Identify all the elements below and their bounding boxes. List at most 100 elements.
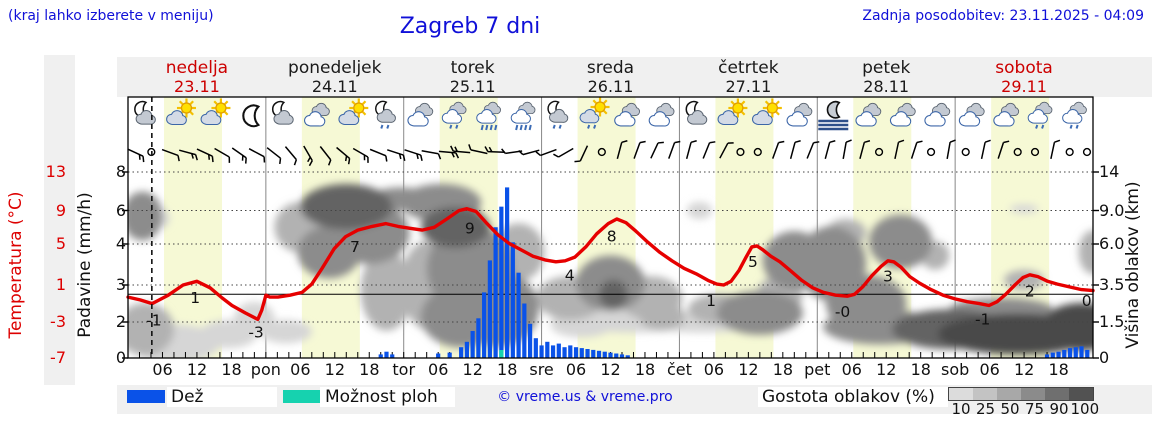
day-name: ponedeljek bbox=[288, 58, 382, 78]
weather-icon-clouds bbox=[889, 102, 916, 127]
hour-label: 12 bbox=[738, 360, 759, 379]
hour-label: 06 bbox=[152, 360, 173, 379]
temperature-point-label: 9 bbox=[465, 219, 475, 237]
rain-bar bbox=[476, 318, 481, 358]
rain-bar bbox=[384, 351, 389, 358]
day-abbrev-label: pon bbox=[250, 360, 281, 379]
wind-barb-icon bbox=[859, 140, 871, 159]
wind-barb-icon bbox=[772, 140, 785, 159]
wind-barb-icon bbox=[196, 148, 214, 163]
weather-icon-sun-cloud bbox=[166, 98, 196, 126]
hour-label: 18 bbox=[772, 360, 794, 379]
day-date: 26.11 bbox=[587, 77, 634, 96]
wind-calm-icon bbox=[1065, 147, 1074, 157]
wind-calm-icon bbox=[753, 147, 762, 157]
wind-barb-icon bbox=[824, 140, 836, 159]
hour-label: 06 bbox=[290, 360, 311, 379]
day-abbrev-label: sre bbox=[529, 360, 554, 379]
weather-icon-clouds bbox=[614, 102, 641, 127]
hour-label: 06 bbox=[979, 360, 1000, 379]
weather-icon-moon-fog bbox=[818, 100, 849, 131]
wind-barb-icon bbox=[319, 146, 332, 166]
wind-barb-icon bbox=[484, 146, 505, 153]
precip-tick-label: 2 bbox=[115, 312, 126, 331]
wind-barb-icon bbox=[574, 145, 589, 163]
temperature-point-label: 5 bbox=[748, 253, 758, 271]
precip-tick-label: 6 bbox=[115, 200, 126, 220]
precip-tick-label: 3 bbox=[115, 275, 126, 294]
rain-bar bbox=[585, 349, 590, 358]
cloud-blob bbox=[300, 183, 393, 230]
rain-bar bbox=[1079, 346, 1084, 358]
wind-calm-icon bbox=[961, 147, 970, 157]
rain-bar bbox=[1062, 349, 1067, 358]
rain-bar bbox=[619, 354, 625, 358]
wind-calm-icon bbox=[1030, 147, 1040, 157]
wind-barb-icon bbox=[231, 147, 247, 164]
rain-bar bbox=[1056, 351, 1061, 358]
temperature-tick-label: 13 bbox=[45, 162, 66, 181]
cloud-density-ramp bbox=[948, 387, 1094, 401]
cloud-blob bbox=[1078, 230, 1093, 275]
cloud-blob bbox=[1041, 302, 1093, 351]
cloud-height-tick-label: 3.5 bbox=[1099, 275, 1125, 294]
cloud-height-tick-label: 9.0 bbox=[1099, 200, 1125, 220]
hour-label: 12 bbox=[600, 360, 621, 379]
rain-bar bbox=[568, 345, 573, 358]
hour-label: 06 bbox=[428, 360, 449, 379]
day-name: četrtek bbox=[718, 58, 779, 78]
rain-bar bbox=[527, 323, 533, 358]
left-axis-panel bbox=[44, 55, 75, 385]
hour-label: 12 bbox=[1013, 360, 1035, 379]
wind-barb-icon bbox=[284, 146, 298, 166]
wind-barb-icon bbox=[806, 141, 820, 159]
cloud-height-tick-label: 0 bbox=[1099, 348, 1110, 367]
wind-calm-icon bbox=[597, 147, 606, 157]
temperature-tick-label: -3 bbox=[50, 312, 66, 331]
cloud-blob bbox=[128, 191, 163, 241]
day-name: sreda bbox=[586, 58, 635, 78]
rain-bar bbox=[550, 345, 556, 358]
wind-barb-icon bbox=[997, 140, 1010, 159]
wind-barb-icon bbox=[438, 150, 460, 159]
wind-barb-icon bbox=[421, 150, 442, 160]
day-abbrev-label: sob bbox=[941, 360, 970, 379]
rain-bar bbox=[591, 349, 596, 358]
day-date: 29.11 bbox=[1001, 77, 1047, 96]
wind-barb-icon bbox=[266, 147, 282, 165]
ramp-cell-75 bbox=[1021, 388, 1045, 400]
rain-bar bbox=[464, 341, 469, 358]
wind-barb-icon bbox=[214, 147, 231, 163]
wind-calm-icon bbox=[1013, 147, 1022, 157]
rain-bar bbox=[459, 347, 464, 358]
rain-bar bbox=[487, 260, 492, 358]
wind-barb-icon bbox=[404, 149, 423, 161]
daytime-band bbox=[164, 97, 222, 358]
cloud-blob bbox=[128, 302, 174, 356]
weather-icon-moon-cloud bbox=[271, 100, 294, 125]
rain-bar bbox=[482, 292, 487, 358]
rain-bar bbox=[436, 353, 441, 358]
weather-icon-clouds bbox=[993, 102, 1020, 127]
copyright-link[interactable]: © vreme.us & vreme.pro bbox=[497, 389, 673, 405]
weather-icon-clouds-drizzle bbox=[1027, 101, 1053, 129]
temperature-point-label: -1 bbox=[975, 310, 990, 328]
rain-legend-swatch bbox=[127, 390, 165, 403]
day-name: nedelja bbox=[165, 58, 229, 78]
wind-barb-icon bbox=[468, 144, 488, 155]
wind-barb-icon bbox=[650, 141, 664, 159]
weather-icon-clouds bbox=[924, 102, 951, 127]
cloud-blob bbox=[1009, 204, 1039, 214]
day-date: 27.11 bbox=[725, 77, 772, 96]
wind-barb-icon bbox=[303, 145, 313, 167]
wind-calm-icon bbox=[874, 147, 884, 157]
cloud-blob bbox=[420, 285, 502, 348]
temperature-tick-label: -7 bbox=[50, 348, 66, 367]
ramp-tick-label: 90 bbox=[1049, 400, 1069, 418]
rain-bar bbox=[562, 347, 567, 358]
hour-label: 12 bbox=[186, 360, 208, 379]
day-name: torek bbox=[450, 58, 495, 78]
rain-bar bbox=[602, 351, 607, 358]
wind-barb-icon bbox=[518, 149, 540, 156]
